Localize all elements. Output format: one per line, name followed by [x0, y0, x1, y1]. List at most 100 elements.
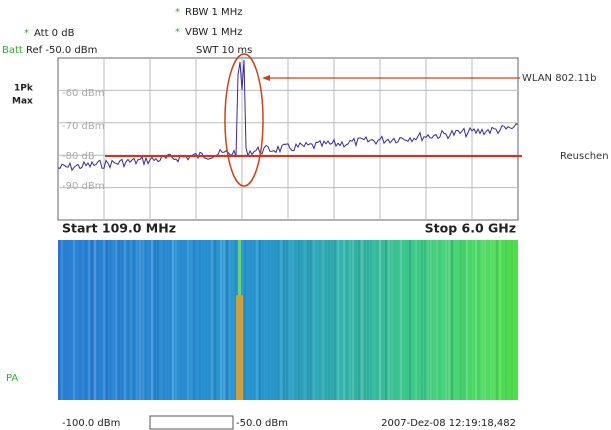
stripe — [340, 240, 342, 400]
stripe — [70, 240, 72, 400]
arrow-head — [262, 75, 270, 81]
stripe — [226, 240, 228, 400]
stripe — [328, 240, 330, 400]
stripe — [121, 240, 123, 400]
color-scale — [149, 415, 234, 430]
stripe — [310, 240, 312, 400]
timestamp: 2007-Dez-08 12:19:18,482 — [381, 418, 516, 429]
stripe — [115, 240, 117, 400]
stripe — [82, 240, 84, 400]
stripe — [265, 240, 267, 400]
stripe — [490, 240, 492, 400]
stripe — [301, 240, 303, 400]
stripe — [292, 240, 294, 400]
stripe — [190, 240, 192, 400]
stripe — [205, 240, 207, 400]
stripe — [247, 240, 249, 400]
stripe — [232, 240, 234, 400]
level-label: -60 dBm — [62, 88, 104, 99]
stripe — [361, 240, 363, 400]
stripe — [511, 240, 513, 400]
stripe — [184, 240, 186, 400]
stripe — [460, 240, 462, 400]
stripe — [376, 240, 378, 400]
detector: 1Pk — [14, 84, 34, 94]
stripe — [286, 240, 288, 400]
stripe — [496, 240, 498, 400]
stripe — [385, 240, 387, 400]
stripe — [178, 240, 180, 400]
stripe — [109, 240, 111, 400]
stripe — [415, 240, 417, 400]
stripe — [370, 240, 372, 400]
level-label: -70 dBm — [62, 121, 104, 132]
stripe — [64, 240, 66, 400]
stripe — [337, 240, 339, 400]
stripe — [196, 240, 198, 400]
stripe — [187, 240, 189, 400]
stripe — [76, 240, 78, 400]
stripe — [322, 240, 324, 400]
stripe — [502, 240, 504, 400]
spectrum-plot: -60 dBm -70 dBm -80 dB -90 dBm — [57, 57, 519, 221]
swt: SWT 10 ms — [196, 45, 252, 56]
stripe — [280, 240, 282, 400]
stripe — [175, 240, 177, 400]
stripe — [214, 240, 216, 400]
stripe — [100, 240, 102, 400]
stripe — [493, 240, 495, 400]
stripe — [430, 240, 432, 400]
stripe — [211, 240, 213, 400]
stripe — [58, 240, 60, 400]
stripe — [424, 240, 426, 400]
stripe — [67, 240, 69, 400]
wlan-line — [238, 240, 241, 295]
stripe — [505, 240, 507, 400]
stripe — [346, 240, 348, 400]
level-label: -80 dB — [62, 151, 95, 162]
stripe — [259, 240, 261, 400]
scale-max: -50.0 dBm — [236, 418, 288, 429]
rbw: RBW 1 MHz — [185, 7, 242, 18]
stripe — [127, 240, 129, 400]
stripe — [313, 240, 315, 400]
stripe — [478, 240, 480, 400]
stripe — [91, 240, 93, 400]
stripe — [169, 240, 171, 400]
stripe — [484, 240, 486, 400]
noise-annotation: Reuschen — [560, 151, 609, 162]
stripe — [499, 240, 501, 400]
stripe — [463, 240, 465, 400]
stripe — [256, 240, 258, 400]
vbw: VBW 1 MHz — [185, 27, 242, 38]
stripe — [61, 240, 63, 400]
stripe — [349, 240, 351, 400]
stripe — [253, 240, 255, 400]
stripe — [73, 240, 75, 400]
stripe — [148, 240, 150, 400]
stripe — [94, 240, 96, 400]
stripe — [355, 240, 357, 400]
mode: Max — [12, 97, 33, 107]
waterfall — [58, 240, 518, 400]
stripe — [142, 240, 144, 400]
stripe — [220, 240, 222, 400]
waterfall-bg — [58, 240, 518, 400]
span-start: Start 109.0 MHz — [62, 221, 176, 236]
stripe — [391, 240, 393, 400]
stripe — [445, 240, 447, 400]
stripe — [295, 240, 297, 400]
stripe — [271, 240, 273, 400]
stripe — [88, 240, 90, 400]
stripe — [343, 240, 345, 400]
stripe — [250, 240, 252, 400]
highlight-ellipse — [224, 53, 264, 187]
span-stop: Stop 6.0 GHz — [425, 221, 516, 236]
stripe — [145, 240, 147, 400]
stripe — [139, 240, 141, 400]
stripe — [451, 240, 453, 400]
stripe — [229, 240, 231, 400]
stripe — [406, 240, 408, 400]
stripe — [283, 240, 285, 400]
